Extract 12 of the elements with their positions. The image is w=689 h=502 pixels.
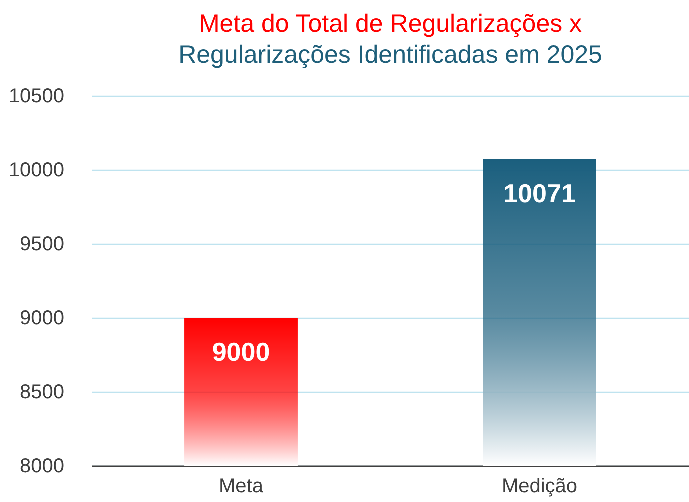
y-tick-label: 10500 [8, 86, 64, 108]
y-tick-label: 8000 [20, 456, 64, 478]
chart-title: Meta do Total de Regularizações x [198, 10, 583, 38]
y-tick-label: 10000 [8, 160, 64, 182]
data-label: 9000 [212, 337, 270, 367]
y-tick-label: 9000 [20, 308, 64, 330]
y-tick-label: 9500 [20, 234, 64, 256]
x-tick-label: Meta [219, 476, 264, 498]
y-tick-label: 8500 [20, 382, 64, 404]
data-label: 10071 [504, 178, 576, 208]
chart-subtitle: Regularizações Identificadas em 2025 [178, 41, 602, 69]
x-tick-label: Medição [502, 476, 578, 498]
